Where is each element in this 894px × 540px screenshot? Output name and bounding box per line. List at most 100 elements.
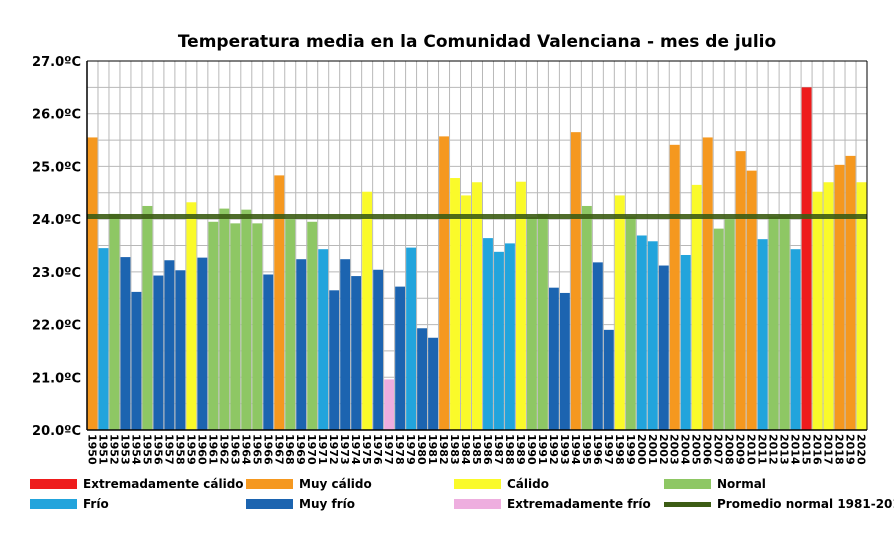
legend-swatch-extremadamente-frio [454, 499, 501, 509]
x-tick-label: 1956 [151, 434, 164, 465]
x-tick-label: 2008 [723, 434, 736, 465]
x-tick-label: 1967 [272, 434, 285, 465]
x-tick-label: 1959 [184, 434, 197, 465]
x-tick-label: 1984 [459, 434, 472, 465]
bar-2006 [702, 137, 713, 430]
x-tick-label: 2005 [690, 434, 703, 465]
x-tick-label: 1963 [228, 434, 241, 465]
bar-2003 [669, 144, 680, 430]
x-tick-label: 1968 [283, 434, 296, 465]
bar-1963 [230, 223, 241, 430]
bar-1980 [417, 328, 428, 430]
x-tick-label: 1976 [371, 434, 384, 465]
x-tick-label: 1992 [547, 434, 560, 465]
bar-1973 [340, 259, 351, 430]
x-tick-label: 1955 [140, 434, 153, 465]
y-tick-label: 21.0ºC [32, 371, 81, 386]
legend-swatch-calido [454, 479, 501, 489]
bar-2014 [790, 249, 801, 430]
bar-1985 [472, 182, 482, 430]
x-tick-label: 2015 [800, 434, 813, 465]
x-tick-label: 2004 [679, 434, 692, 465]
legend-item-muy-frio: Muy frío [246, 494, 355, 514]
bar-1951 [98, 248, 109, 430]
x-tick-label: 1983 [448, 434, 461, 465]
legend-swatch-muy-calido [246, 479, 293, 489]
bar-2000 [636, 235, 647, 430]
bar-1965 [252, 223, 263, 430]
bar-2009 [735, 151, 746, 431]
bar-1958 [175, 270, 186, 430]
x-tick-label: 1974 [349, 434, 362, 465]
x-tick-label: 1985 [470, 434, 483, 465]
bar-1968 [285, 219, 296, 430]
y-tick-label: 22.0ºC [32, 319, 81, 334]
x-tick-label: 1962 [217, 434, 230, 465]
bar-1975 [362, 191, 373, 430]
x-tick-label: 2017 [822, 434, 835, 465]
x-tick-label: 2010 [745, 434, 758, 465]
bar-2018 [834, 164, 845, 430]
x-tick-label: 1969 [294, 434, 307, 465]
x-tick-label: 2003 [668, 434, 681, 465]
legend-label: Extremadamente cálido [83, 477, 244, 491]
legend-label: Muy cálido [299, 477, 372, 491]
x-tick-label: 2013 [778, 434, 791, 465]
bar-2005 [691, 184, 702, 430]
bar-1974 [351, 276, 362, 430]
x-tick-label: 1977 [382, 434, 395, 465]
x-tick-label: 2020 [855, 434, 868, 465]
x-tick-label: 1989 [514, 434, 527, 465]
x-axis-ticks: 1950195119521953195419551956195719581959… [85, 434, 867, 465]
x-tick-label: 2014 [789, 434, 802, 465]
bar-1977 [384, 379, 395, 430]
y-tick-label: 24.0ºC [32, 213, 81, 228]
bar-1979 [406, 247, 417, 430]
y-axis-ticks: 20.0ºC 21.0ºC 22.0ºC 23.0ºC 24.0ºC 25.0ºC 26.0… [32, 55, 81, 439]
x-tick-label: 1975 [360, 434, 373, 465]
bar-1994 [570, 132, 581, 430]
legend-swatch-extremadamente-calido [30, 479, 77, 489]
bar-1960 [197, 257, 208, 430]
y-tick-label: 20.0ºC [32, 424, 81, 439]
bar-2020 [856, 182, 867, 430]
x-tick-label: 2001 [646, 434, 659, 465]
bar-2004 [680, 254, 691, 430]
x-tick-label: 2006 [701, 434, 714, 465]
bar-1961 [208, 221, 219, 430]
x-tick-label: 1958 [173, 434, 186, 465]
bar-1954 [131, 291, 142, 430]
bar-1966 [263, 274, 274, 430]
x-tick-label: 1987 [492, 434, 505, 465]
y-tick-label: 25.0ºC [32, 160, 81, 175]
x-tick-label: 2019 [844, 434, 857, 465]
chart-title: Temperatura media en la Comunidad Valenc… [178, 32, 776, 52]
x-tick-label: 2007 [712, 434, 725, 465]
axes [86, 60, 868, 431]
legend-item-frio: Frío [30, 494, 109, 514]
x-tick-label: 1972 [327, 434, 340, 465]
x-tick-label: 1961 [206, 434, 219, 465]
legend-item-normal: Normal [664, 474, 766, 494]
bar-1995 [581, 205, 592, 430]
bar-1969 [296, 259, 307, 430]
bar-1983 [450, 178, 460, 430]
legend-label: Extremadamente frío [507, 497, 651, 511]
bar-1991 [537, 213, 548, 430]
bars [87, 87, 867, 431]
bar-1981 [428, 337, 438, 430]
x-tick-label: 2011 [756, 434, 769, 465]
legend-label: Normal [717, 477, 766, 491]
y-tick-label: 26.0ºC [32, 108, 81, 123]
bar-1992 [548, 287, 559, 430]
legend-item-extremadamente-frio: Extremadamente frío [454, 494, 651, 514]
bar-2019 [845, 155, 856, 430]
legend-item-muy-calido: Muy cálido [246, 474, 372, 494]
x-tick-label: 2016 [811, 434, 824, 465]
bar-2013 [779, 214, 790, 430]
legend-label: Cálido [507, 477, 549, 491]
x-tick-label: 1950 [85, 434, 98, 465]
x-tick-label: 1999 [624, 434, 637, 465]
legend-swatch-frio [30, 499, 77, 509]
